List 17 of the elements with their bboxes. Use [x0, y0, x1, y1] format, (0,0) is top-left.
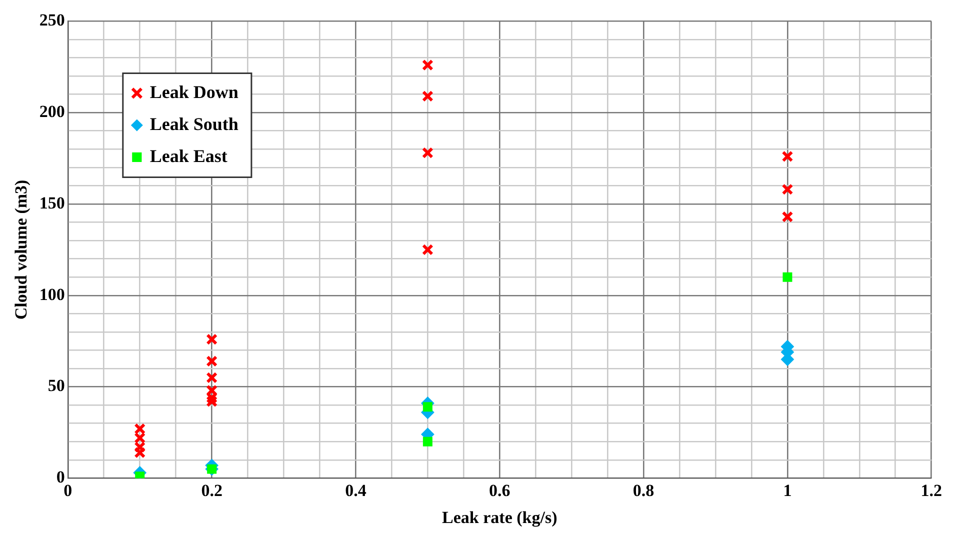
x-tick-label: 0.6 — [489, 480, 510, 500]
x-tick-label: 0.8 — [632, 480, 654, 500]
y-tick-label: 0 — [56, 468, 65, 487]
x-tick-label: 0.2 — [201, 480, 222, 500]
y-tick-label: 200 — [39, 102, 65, 121]
y-tick-label: 250 — [39, 10, 65, 30]
x-tick-label: 1.2 — [920, 480, 942, 500]
legend-label: Leak Down — [150, 82, 238, 102]
x-tick-label: 0.4 — [345, 480, 367, 500]
legend-label: Leak South — [150, 114, 238, 134]
y-tick-label: 50 — [48, 376, 65, 396]
legend-label: Leak East — [150, 146, 228, 166]
y-axis-title: Cloud volume (m3) — [12, 180, 31, 320]
y-tick-label: 150 — [39, 193, 65, 212]
x-tick-label: 1 — [783, 480, 792, 500]
y-tick-label: 100 — [39, 284, 65, 304]
x-axis-title: Leak rate (kg/s) — [442, 508, 558, 528]
